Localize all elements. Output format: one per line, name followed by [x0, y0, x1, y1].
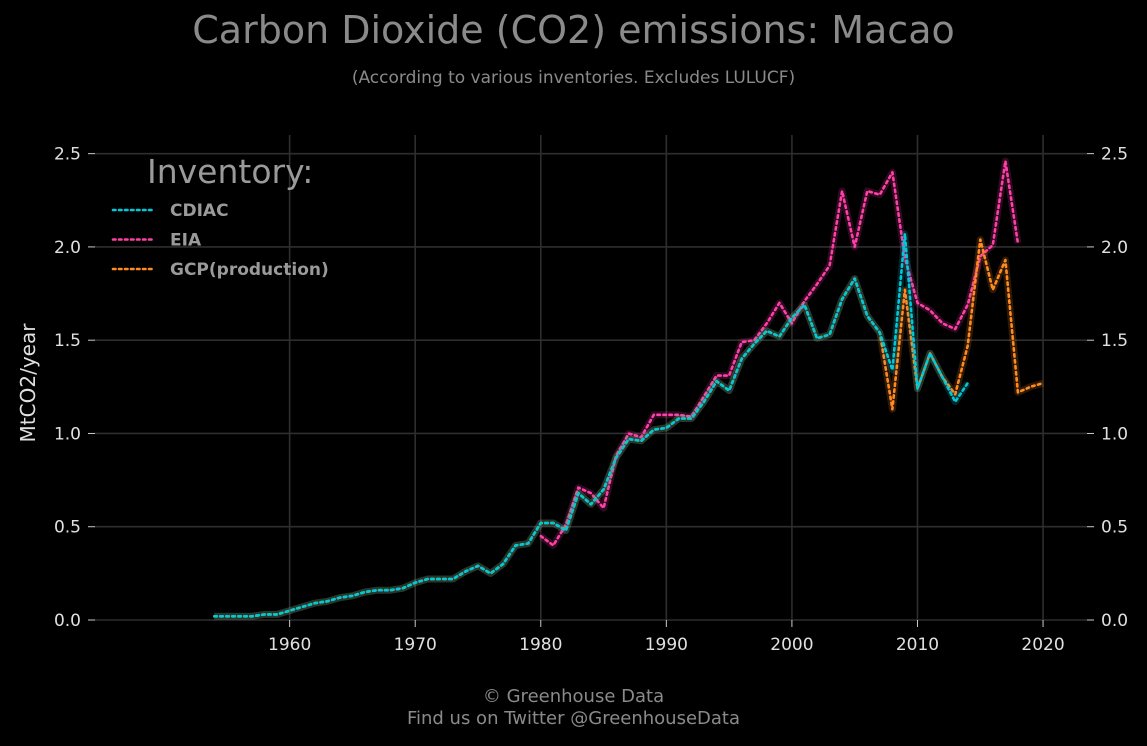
y-tick-label: 2.5 [54, 145, 81, 165]
legend-label-eia: EIA [170, 231, 202, 251]
series-glow-eia [538, 157, 1022, 549]
x-tick-label: 1960 [268, 635, 311, 655]
y-tick-label: 1.0 [54, 424, 81, 444]
series-glow-cdiac [214, 230, 971, 620]
credit-line: © Greenhouse Data [482, 686, 665, 707]
series-line-eia [539, 159, 1020, 547]
x-tick-label: 1970 [394, 635, 437, 655]
legend: Inventory: CDIAC EIA GCP(production) [111, 152, 329, 280]
chart-subtitle: (According to various inventories. Exclu… [351, 68, 796, 88]
chart-title: Carbon Dioxide (CO2) emissions: Macao [192, 8, 955, 52]
y-tick-label-right: 1.5 [1101, 331, 1128, 351]
y-tick-label-right: 0.5 [1101, 518, 1128, 538]
y-tick-label: 0.5 [54, 518, 81, 538]
y-tick-label-right: 0.0 [1101, 611, 1128, 631]
y-tick-label-right: 1.0 [1101, 424, 1128, 444]
legend-title: Inventory: [147, 152, 313, 191]
x-tick-label: 2010 [896, 635, 939, 655]
axis-layer: 0.0 0.0 0.5 0.5 1.0 1.0 1.5 1.5 2.0 2.0 2.5 2.5 1960… [54, 145, 1128, 655]
series-layer [213, 157, 1045, 620]
legend-label-gcp-production: GCP(production) [170, 260, 329, 280]
twitter-credit-line: Find us on Twitter @GreenhouseData [406, 708, 741, 729]
x-tick-label: 2020 [1021, 635, 1064, 655]
x-tick-label: 1980 [519, 635, 562, 655]
series-line-cdiac [213, 232, 970, 618]
y-tick-label: 2.0 [54, 238, 81, 258]
y-tick-label-right: 2.5 [1101, 145, 1128, 165]
y-tick-label: 1.5 [54, 331, 81, 351]
x-tick-label: 1990 [645, 635, 688, 655]
grid-layer [95, 135, 1087, 621]
y-axis-label: MtCO2/year [16, 323, 40, 443]
y-tick-label-right: 2.0 [1101, 238, 1128, 258]
x-tick-label: 2000 [770, 635, 813, 655]
y-tick-label: 0.0 [54, 611, 81, 631]
legend-label-cdiac: CDIAC [170, 201, 229, 221]
